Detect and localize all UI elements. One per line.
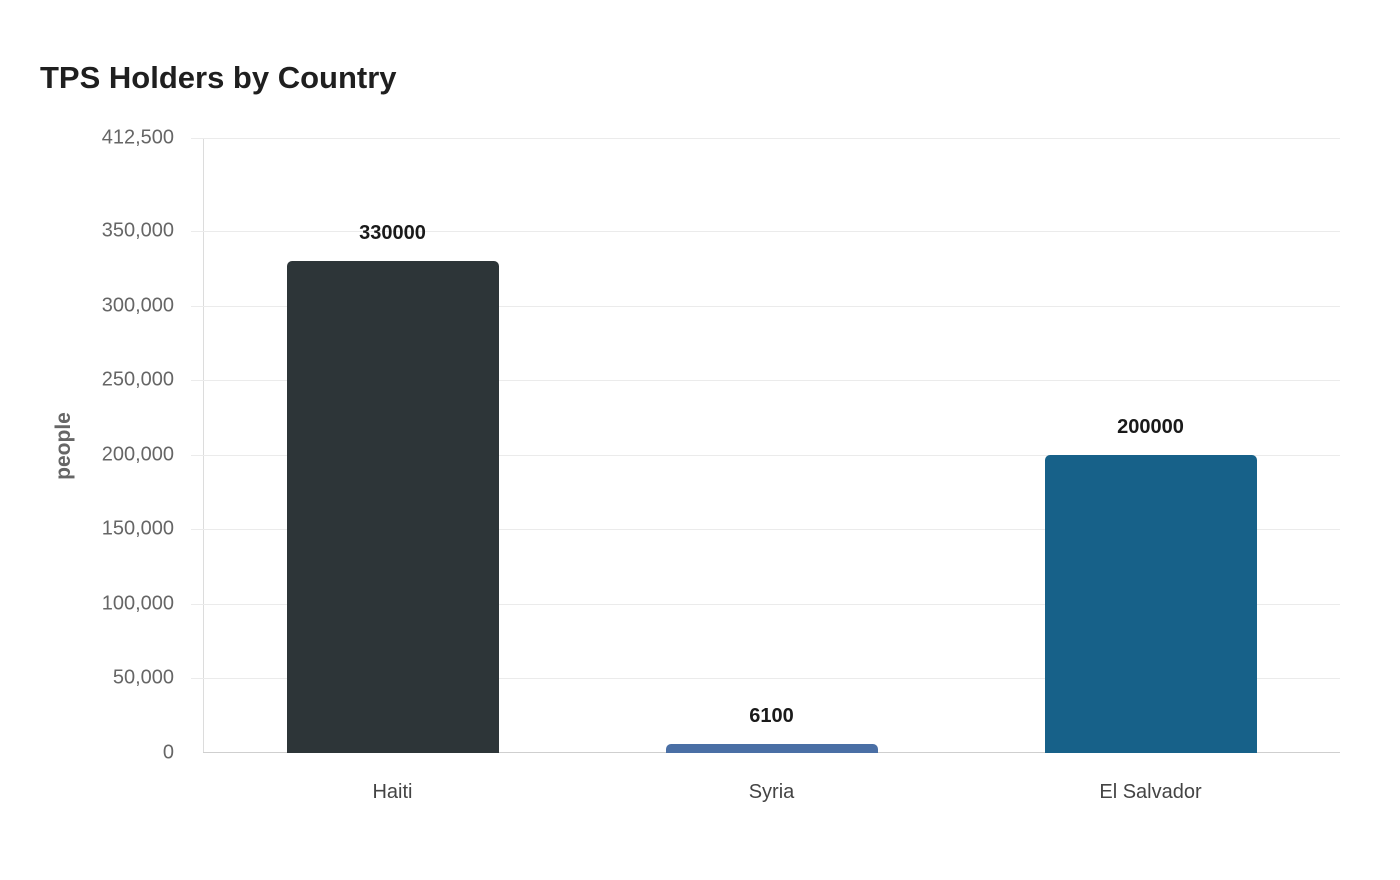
gridline [191, 454, 1340, 456]
bar-value-label: 200000 [1117, 415, 1184, 438]
bar-el-salvador[interactable] [1044, 454, 1257, 753]
gridline [191, 138, 1340, 139]
y-tick-label: 300,000 [101, 294, 174, 317]
y-tick-label: 0 [162, 741, 174, 764]
x-tick-label: El Salvador [1099, 781, 1202, 803]
y-tick-label: 412,500 [101, 126, 174, 149]
chart-title: TPS Holders by Country [40, 60, 397, 95]
gridline [191, 529, 1340, 531]
bar-value-label: 330000 [359, 222, 426, 244]
y-axis-line [203, 138, 204, 753]
x-tick-label: Haiti [372, 781, 413, 803]
gridline [191, 603, 1340, 605]
y-tick-label: 200,000 [101, 443, 174, 466]
plot-area: 0 50,000 100,000 150,000 200,000 250,000 300,0… [102, 127, 1340, 764]
bar-haiti[interactable] [286, 261, 499, 753]
y-tick-label: 350,000 [101, 219, 174, 242]
bar-syria[interactable] [665, 743, 878, 753]
gridline [191, 678, 1340, 680]
bar-value-label: 6100 [749, 704, 794, 727]
x-tick-label: Syria [748, 781, 795, 803]
y-tick-label: 150,000 [101, 517, 174, 540]
y-tick-label: 100,000 [101, 592, 174, 615]
gridline [191, 380, 1340, 382]
gridline [191, 231, 1340, 233]
y-tick-label: 50,000 [112, 666, 174, 689]
gridline [191, 305, 1340, 307]
y-tick-label: 250,000 [101, 368, 174, 391]
